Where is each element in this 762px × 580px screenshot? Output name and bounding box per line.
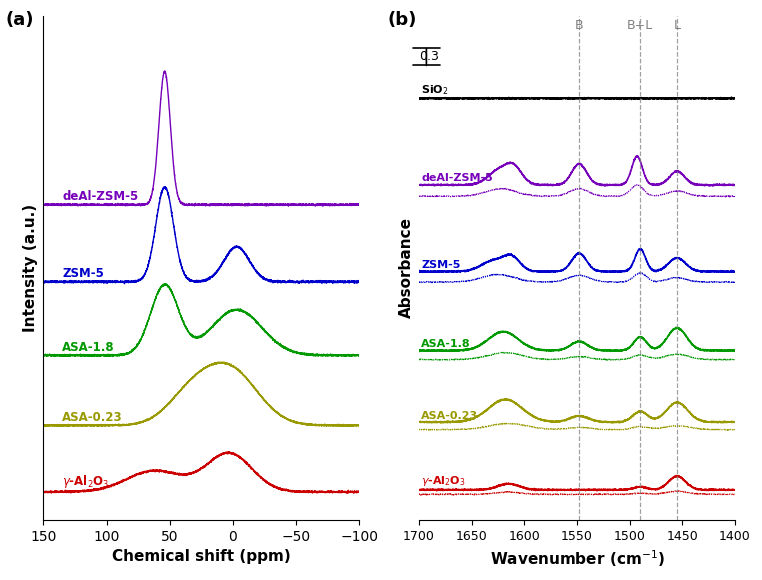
Text: $\gamma$-Al$_2$O$_3$: $\gamma$-Al$_2$O$_3$	[62, 473, 110, 491]
Text: ASA-1.8: ASA-1.8	[62, 341, 115, 354]
Y-axis label: Absorbance: Absorbance	[399, 218, 414, 318]
Text: $\gamma$-Al$_2$O$_3$: $\gamma$-Al$_2$O$_3$	[421, 474, 466, 488]
Text: ZSM-5: ZSM-5	[62, 267, 104, 280]
Text: L: L	[674, 19, 680, 32]
Text: ASA-1.8: ASA-1.8	[421, 339, 471, 349]
Text: deAl-ZSM-5: deAl-ZSM-5	[62, 190, 139, 204]
X-axis label: Wavenumber (cm$^{-1}$): Wavenumber (cm$^{-1}$)	[489, 548, 664, 569]
Text: deAl-ZSM-5: deAl-ZSM-5	[421, 173, 493, 183]
Text: B+L: B+L	[627, 19, 653, 32]
Text: ASA-0.23: ASA-0.23	[421, 411, 479, 420]
Text: (b): (b)	[387, 10, 417, 28]
Y-axis label: Intensity (a.u.): Intensity (a.u.)	[23, 204, 38, 332]
Text: ZSM-5: ZSM-5	[421, 260, 460, 270]
Text: 0.3: 0.3	[419, 50, 439, 63]
Text: B: B	[575, 19, 584, 32]
Text: (a): (a)	[5, 10, 34, 28]
X-axis label: Chemical shift (ppm): Chemical shift (ppm)	[112, 549, 290, 564]
Text: SiO$_2$: SiO$_2$	[421, 83, 449, 97]
Text: ASA-0.23: ASA-0.23	[62, 411, 123, 424]
